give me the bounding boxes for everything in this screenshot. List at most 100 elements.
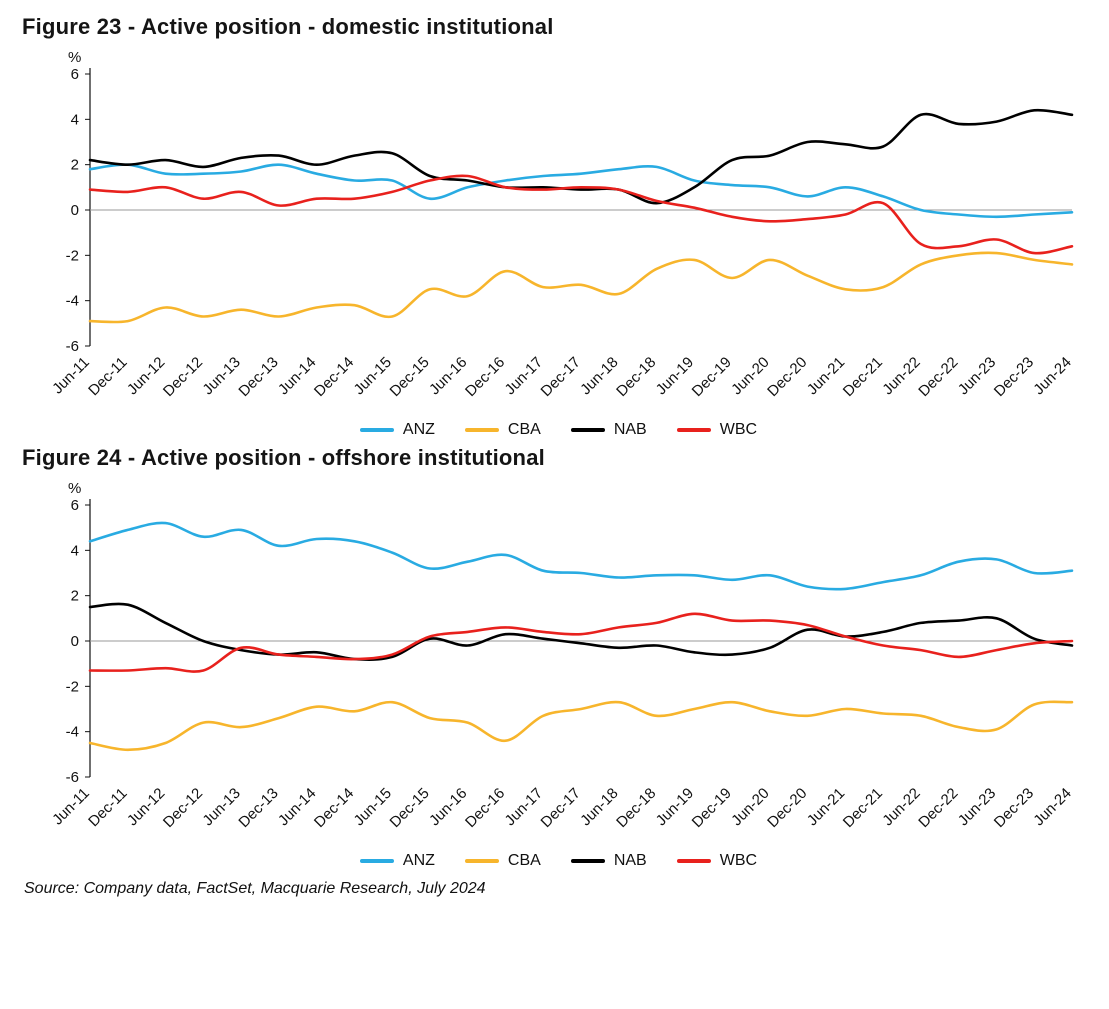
- x-tick-label: Dec-21: [840, 785, 886, 831]
- y-tick-label: -4: [66, 724, 79, 741]
- x-tick-label: Jun-11: [49, 354, 93, 398]
- legend-item-anz: ANZ: [359, 852, 435, 870]
- legend-swatch-nab: [570, 428, 605, 432]
- figure-24: Figure 24 - Active position - offshore i…: [22, 445, 1095, 870]
- x-tick-label: Jun-15: [351, 785, 395, 829]
- x-tick-label: Jun-14: [275, 354, 319, 398]
- legend-label-nab: NAB: [613, 421, 647, 438]
- legend-item-cba: CBA: [464, 852, 541, 870]
- x-tick-label: Dec-16: [462, 785, 508, 831]
- x-tick-label: Dec-20: [764, 354, 810, 400]
- x-tick-label: Jun-16: [426, 785, 470, 829]
- x-tick-label: Jun-20: [728, 354, 772, 398]
- y-tick-label: 0: [71, 633, 79, 650]
- y-tick-label: -6: [66, 769, 79, 786]
- x-tick-label: Jun-13: [199, 785, 243, 829]
- legend-label-anz: ANZ: [402, 421, 435, 438]
- x-tick-label: Jun-18: [577, 354, 621, 398]
- x-tick-label: Jun-13: [199, 354, 243, 398]
- y-tick-label: -6: [66, 338, 79, 355]
- x-tick-label: Dec-14: [311, 785, 357, 831]
- legend-swatch-nab: [570, 859, 605, 863]
- x-tick-label: Dec-11: [85, 354, 130, 399]
- legend-item-wbc: WBC: [676, 852, 758, 870]
- legend-label-wbc: WBC: [719, 852, 758, 869]
- x-tick-label: Jun-17: [502, 785, 546, 829]
- source-note: Source: Company data, FactSet, Macquarie…: [24, 880, 486, 897]
- x-tick-label: Dec-16: [462, 354, 508, 400]
- x-tick-label: Jun-20: [728, 785, 772, 829]
- figure-23-chart: -6 -4 -2 0 2 4 6% Jun-11 Dec-11 Jun-12 Dec-12 Jun-1…: [22, 48, 1095, 435]
- x-tick-label: Jun-15: [351, 354, 395, 398]
- x-tick-label: Jun-21: [804, 785, 848, 829]
- series-line-nab: [88, 108, 1074, 205]
- x-tick-label: Jun-12: [124, 785, 168, 829]
- x-tick-label: Dec-19: [689, 785, 735, 831]
- x-tick-label: Dec-15: [387, 785, 433, 831]
- x-tick-label: Dec-23: [991, 354, 1037, 400]
- x-tick-label: Dec-17: [538, 354, 584, 400]
- y-tick-label: 6: [71, 497, 79, 514]
- y-axis-unit-label: %: [68, 49, 81, 66]
- x-tick-label: Dec-14: [311, 354, 357, 400]
- y-axis-unit-label: %: [68, 480, 81, 497]
- y-tick-label: 6: [71, 66, 79, 83]
- x-tick-label: Jun-12: [124, 354, 168, 398]
- x-tick-label: Jun-22: [879, 785, 923, 829]
- x-tick-label: Dec-22: [915, 785, 961, 831]
- y-tick-label: -4: [66, 293, 79, 310]
- x-tick-label: Jun-24: [1030, 354, 1074, 398]
- legend-swatch-cba: [464, 428, 499, 432]
- legend-swatch-cba: [464, 859, 499, 863]
- legend-label-cba: CBA: [507, 421, 541, 438]
- x-tick-label: Jun-14: [275, 785, 319, 829]
- y-tick-label: 2: [71, 157, 79, 174]
- legend-item-nab: NAB: [570, 421, 647, 439]
- legend-swatch-anz: [359, 859, 394, 863]
- x-tick-label: Dec-18: [613, 785, 659, 831]
- figure-23-legend: ANZ CBA NAB WBC: [22, 421, 1095, 439]
- figure-24-title: Figure 24 - Active position - offshore i…: [22, 445, 545, 470]
- x-tick-label: Dec-13: [235, 785, 281, 831]
- y-tick-label: 0: [71, 202, 79, 219]
- y-tick-label: -2: [66, 678, 79, 695]
- legend-item-wbc: WBC: [676, 421, 758, 439]
- x-tick-label: Jun-11: [49, 785, 93, 829]
- series-line-cba: [88, 251, 1074, 324]
- x-tick-label: Dec-15: [387, 354, 433, 400]
- x-tick-label: Jun-24: [1030, 785, 1074, 829]
- legend-item-nab: NAB: [570, 852, 647, 870]
- legend-label-wbc: WBC: [719, 421, 758, 438]
- legend-item-anz: ANZ: [359, 421, 435, 439]
- y-tick-label: -2: [66, 247, 79, 264]
- x-tick-label: Dec-21: [840, 354, 886, 400]
- legend-label-cba: CBA: [507, 852, 541, 869]
- x-tick-label: Dec-18: [613, 354, 659, 400]
- figure-24-legend: ANZ CBA NAB WBC: [22, 852, 1095, 870]
- series-line-wbc: [88, 612, 1074, 673]
- series-line-anz: [88, 163, 1074, 219]
- legend-swatch-wbc: [676, 428, 711, 432]
- x-tick-label: Jun-21: [804, 354, 848, 398]
- x-tick-label: Dec-19: [689, 354, 735, 400]
- legend-label-nab: NAB: [613, 852, 647, 869]
- legend-swatch-anz: [359, 428, 394, 432]
- x-tick-label: Jun-23: [955, 785, 999, 829]
- x-tick-label: Jun-23: [955, 354, 999, 398]
- x-tick-label: Jun-19: [653, 785, 697, 829]
- series-line-cba: [88, 700, 1074, 752]
- x-tick-label: Dec-12: [160, 785, 206, 831]
- figure-23: Figure 23 - Active position - domestic i…: [22, 14, 1095, 439]
- chart-svg: -6-4-20246%Jun-11Dec-11Jun-12Dec-12Jun-1…: [49, 480, 1075, 831]
- x-tick-label: Dec-20: [764, 785, 810, 831]
- legend-item-cba: CBA: [464, 421, 541, 439]
- series-line-anz: [88, 521, 1074, 591]
- figure-23-title: Figure 23 - Active position - domestic i…: [22, 14, 554, 39]
- report-page: Figure 23 - Active position - domestic i…: [22, 14, 1095, 898]
- x-tick-label: Jun-17: [502, 354, 546, 398]
- legend-swatch-wbc: [676, 859, 711, 863]
- x-tick-label: Dec-11: [85, 785, 130, 830]
- x-tick-label: Dec-12: [160, 354, 206, 400]
- x-tick-label: Dec-23: [991, 785, 1037, 831]
- x-tick-label: Dec-13: [235, 354, 281, 400]
